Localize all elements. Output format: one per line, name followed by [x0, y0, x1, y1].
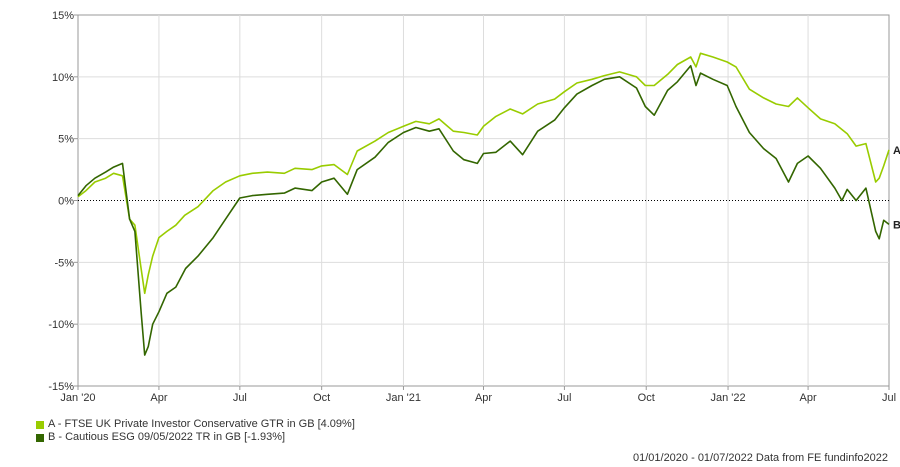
legend-label-b: B - Cautious ESG 09/05/2022 TR in GB [-1… — [48, 431, 286, 443]
y-axis: 15% 10% 5% 0% -5% -10% -15% — [48, 10, 78, 393]
x-tick-label: Jan '21 — [386, 392, 421, 404]
x-tick-label: Jul — [882, 392, 896, 404]
y-tick-label: -10% — [48, 319, 74, 331]
x-tick-label: Jan '20 — [60, 392, 95, 404]
series-group — [77, 52, 890, 356]
y-tick-label: 15% — [52, 10, 74, 22]
y-tick-label: 0% — [58, 196, 74, 208]
legend-swatch-a — [36, 420, 44, 429]
x-tick-label: Oct — [313, 392, 330, 404]
y-tick-label: 10% — [52, 72, 74, 84]
series-line-a — [77, 52, 890, 295]
x-tick-label: Jul — [233, 392, 247, 404]
legend-label-a: A - FTSE UK Private Investor Conservativ… — [48, 418, 355, 430]
legend-item-b: B - Cautious ESG 09/05/2022 TR in GB [-1… — [36, 431, 355, 444]
x-tick-label: Apr — [475, 392, 492, 404]
y-tick-label: -15% — [48, 381, 74, 393]
x-tick-label: Jan '22 — [710, 392, 745, 404]
legend: A - FTSE UK Private Investor Conservativ… — [36, 418, 355, 444]
x-tick-label: Jul — [557, 392, 571, 404]
end-labels: AB — [893, 145, 900, 231]
series-line-b — [77, 64, 890, 356]
line-chart: 15%10%5%0%-5%-10%-15% Jan '20 Apr Jul Oct Ja… — [48, 10, 900, 404]
y-tick-label: 5% — [58, 134, 74, 146]
legend-swatch-b — [36, 433, 44, 442]
footer-note: 01/01/2020 - 01/07/2022 Data from FE fun… — [632, 452, 888, 464]
x-tick-label: Apr — [800, 392, 817, 404]
x-tick-label: Apr — [150, 392, 167, 404]
legend-item-a: A - FTSE UK Private Investor Conservativ… — [36, 418, 355, 431]
series-end-label-a: A — [893, 145, 900, 157]
x-axis: Jan '20 Apr Jul Oct Jan '21 Apr Jul Oct Jan '22 A… — [60, 386, 896, 404]
y-tick-label: -5% — [54, 257, 74, 269]
series-end-label-b: B — [893, 219, 900, 231]
x-tick-label: Oct — [638, 392, 655, 404]
